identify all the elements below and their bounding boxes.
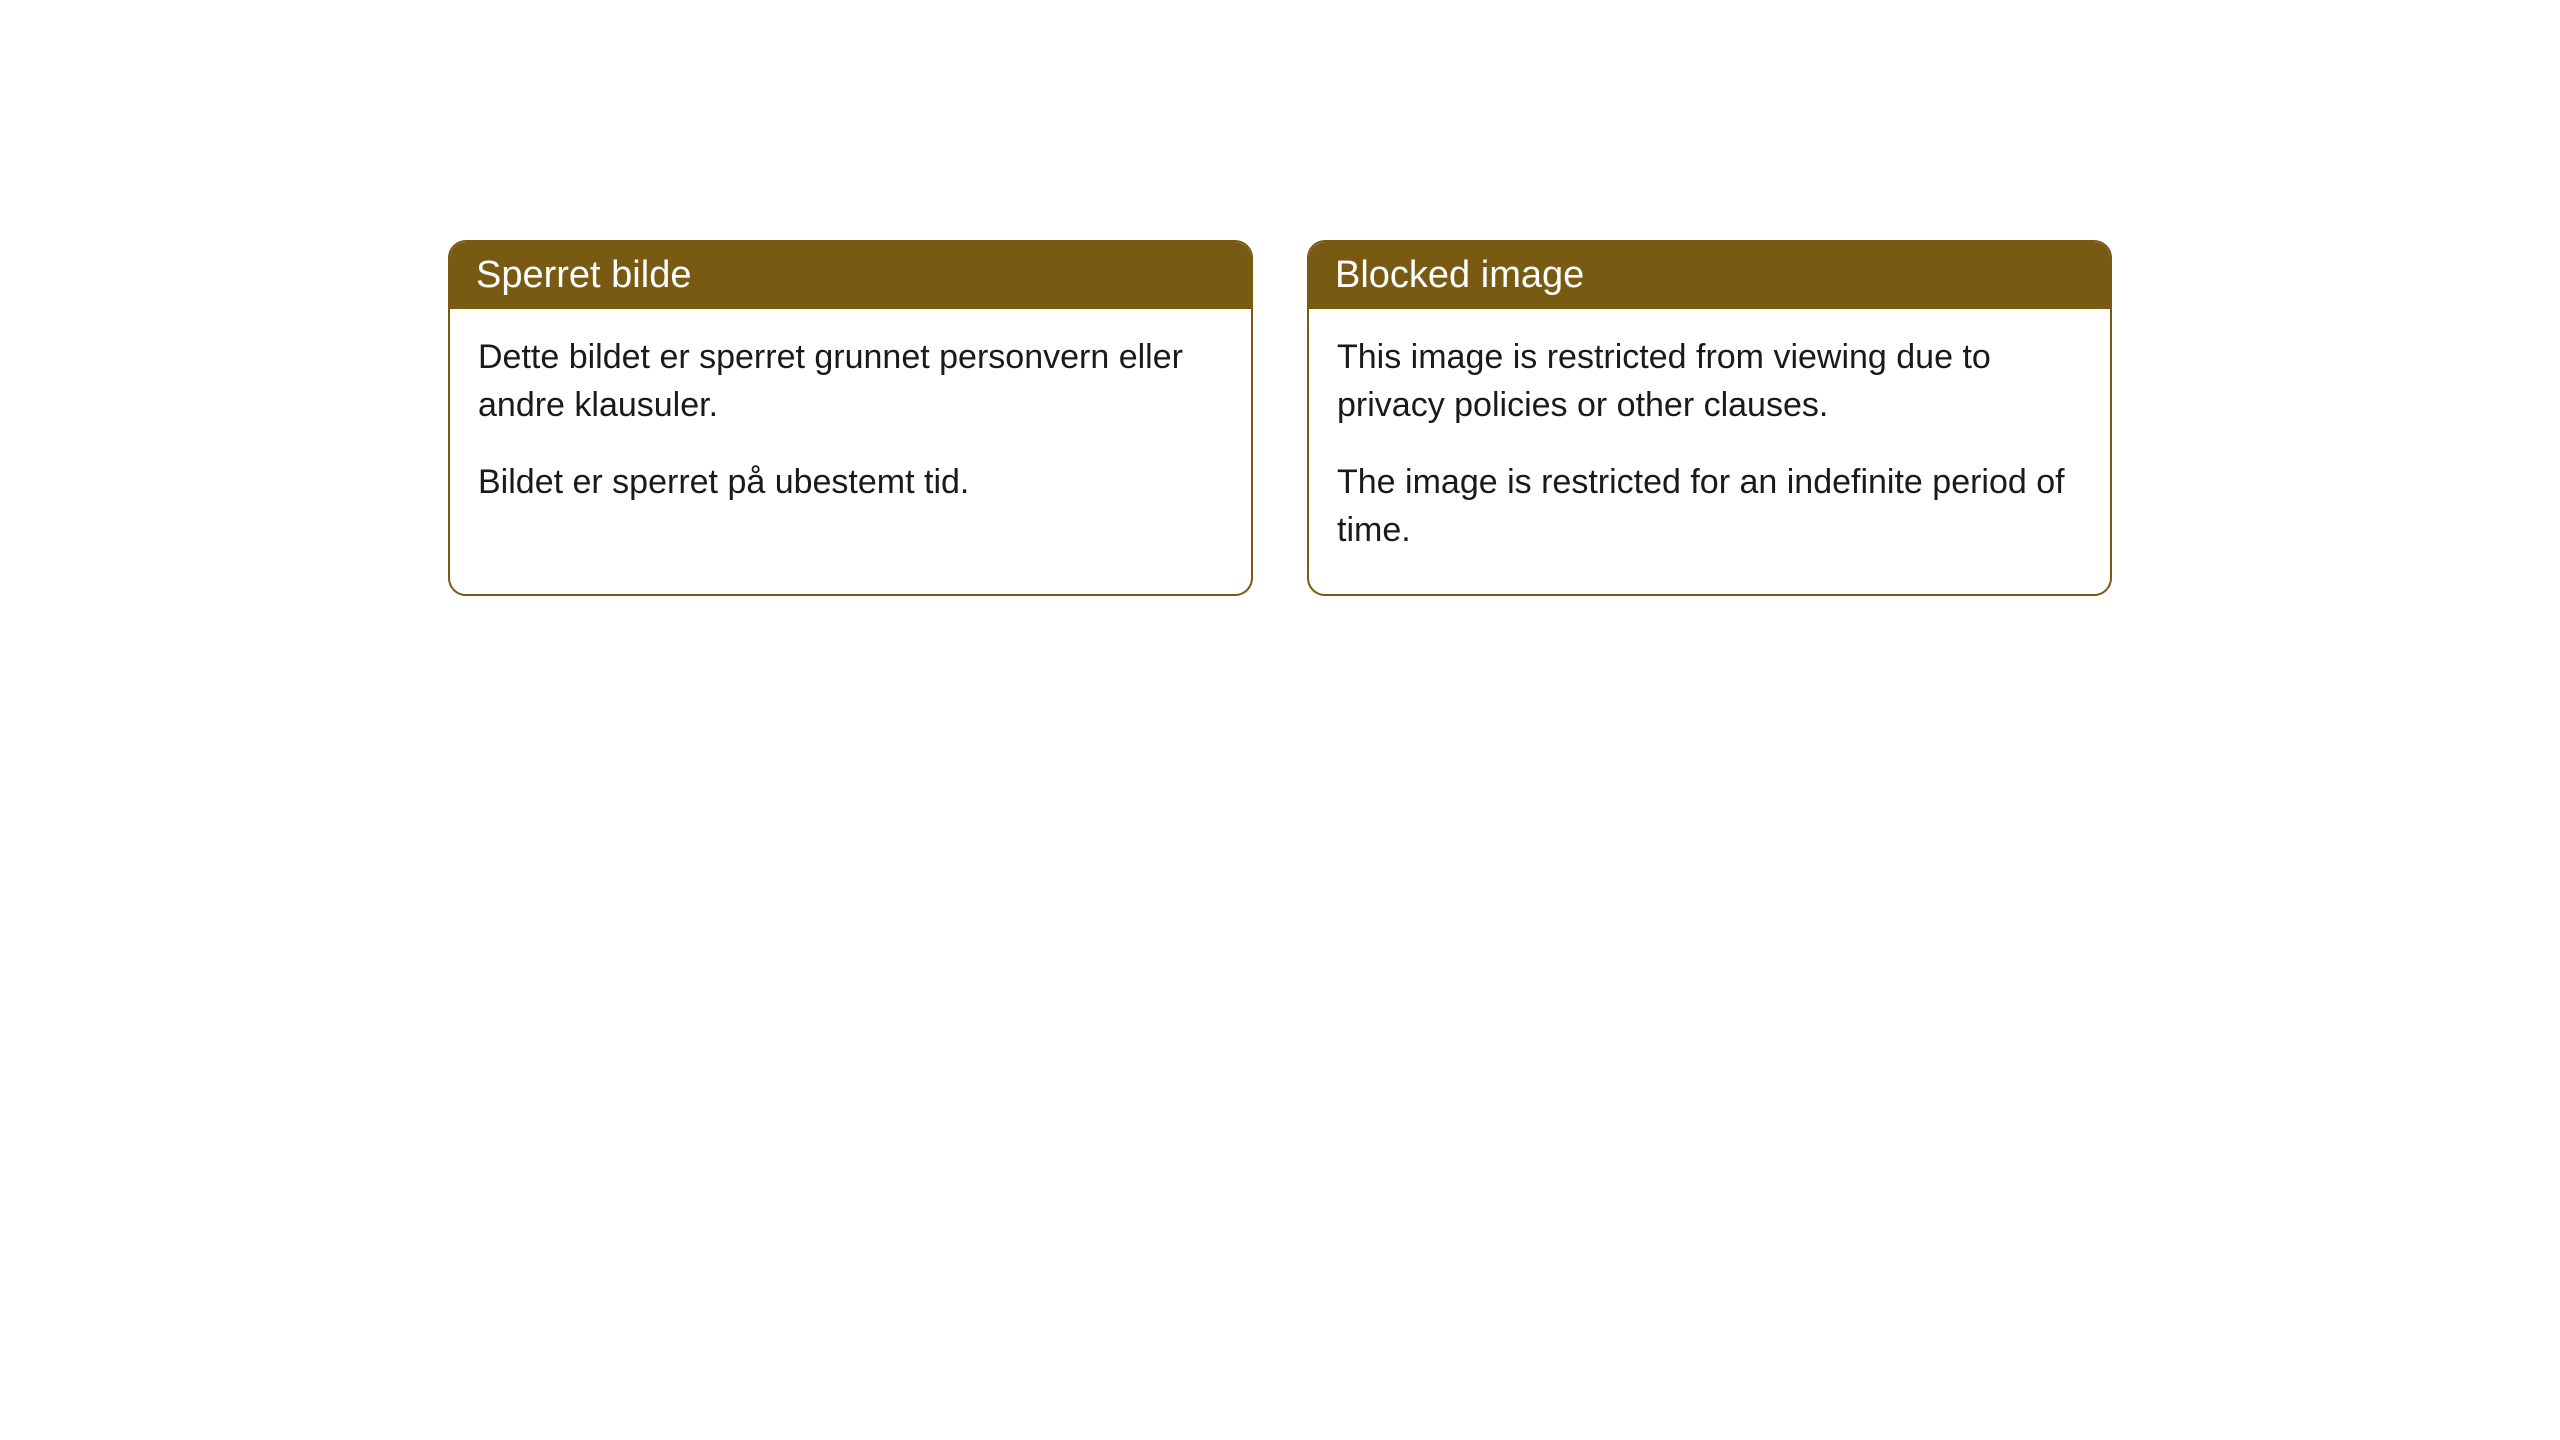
card-title: Sperret bilde	[450, 242, 1251, 309]
card-paragraph: Bildet er sperret på ubestemt tid.	[478, 458, 1223, 506]
notice-cards-container: Sperret bilde Dette bildet er sperret gr…	[448, 240, 2112, 596]
card-paragraph: This image is restricted from viewing du…	[1337, 333, 2082, 430]
card-body: Dette bildet er sperret grunnet personve…	[450, 309, 1251, 546]
card-paragraph: The image is restricted for an indefinit…	[1337, 458, 2082, 555]
card-title: Blocked image	[1309, 242, 2110, 309]
card-paragraph: Dette bildet er sperret grunnet personve…	[478, 333, 1223, 430]
notice-card-english: Blocked image This image is restricted f…	[1307, 240, 2112, 596]
card-body: This image is restricted from viewing du…	[1309, 309, 2110, 594]
notice-card-norwegian: Sperret bilde Dette bildet er sperret gr…	[448, 240, 1253, 596]
